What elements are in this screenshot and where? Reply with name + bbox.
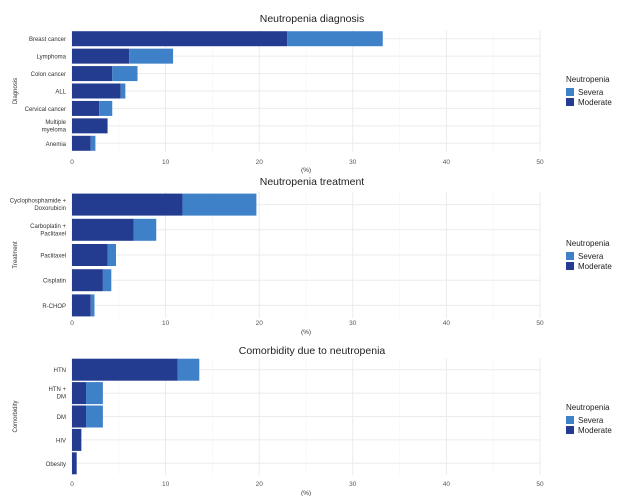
category-label: ALL [55,90,66,96]
legend-swatch-moderate [566,98,574,106]
legend-label-moderate: Moderate [578,262,612,271]
bar-moderate-0 [72,31,288,47]
bar-severa-0 [177,358,200,381]
bar-moderate-6 [72,135,91,151]
chart-title: Comorbidity due to neutropenia [239,345,386,357]
category-label: HIV [56,438,66,444]
bar-moderate-1 [72,218,134,241]
category-label: Multiple myeloma [42,120,67,134]
bar-moderate-0 [72,193,183,216]
category-label: HTN [54,368,66,374]
x-tick-label: 0 [70,320,74,327]
category-label: HTN + DM [48,387,66,401]
legend-title: Neutropenia [566,403,610,412]
bar-moderate-3 [72,428,82,451]
bar-severa-0 [287,31,383,47]
x-tick-label: 40 [443,320,451,327]
bar-moderate-4 [72,452,77,475]
bar-severa-3 [120,83,126,99]
x-tick-label: 0 [70,481,74,488]
category-label: Lymphoma [37,55,67,61]
bar-severa-1 [129,48,174,64]
bar-moderate-4 [72,294,91,317]
bar-severa-2 [107,244,116,266]
legend-title: Neutropenia [566,75,610,84]
bar-severa-4 [90,294,95,317]
x-tick-label: 50 [536,159,544,166]
x-tick-label: 0 [70,159,74,166]
category-label: Cyclophosphamide + Doxorubicin [10,199,67,213]
x-tick-label: 20 [256,481,264,488]
legend-swatch-severa [566,88,574,96]
bar-severa-3 [102,269,112,292]
legend-label-moderate: Moderate [578,98,612,107]
category-label: R-CHOP [42,304,66,310]
legend-label-severa: Severa [578,416,604,425]
bar-moderate-3 [72,269,103,292]
legend-swatch-severa [566,252,574,260]
bar-severa-0 [182,193,257,216]
category-label: Breast cancer [29,37,66,43]
category-label: Obesity [46,462,66,468]
x-axis-label: (%) [301,490,311,496]
x-tick-label: 30 [349,320,357,327]
category-label: Colon cancer [31,72,66,78]
bar-moderate-3 [72,83,121,99]
x-axis-label: (%) [301,329,311,336]
y-axis-label: Comorbidity [13,400,19,432]
category-label: DM [57,415,66,421]
x-tick-label: 50 [536,481,544,488]
x-tick-label: 50 [536,320,544,327]
bar-moderate-4 [72,100,100,116]
x-tick-label: 10 [162,481,170,488]
chart-title: Neutropenia diagnosis [260,13,365,25]
bar-severa-2 [112,66,138,82]
bar-moderate-1 [72,48,130,64]
legend-swatch-moderate [566,426,574,434]
category-label: Cervical cancer [25,107,66,113]
bar-moderate-5 [72,118,108,134]
legend-swatch-moderate [566,262,574,270]
category-label: Cisplatin [43,279,66,285]
legend-label-severa: Severa [578,252,604,261]
bar-moderate-0 [72,358,178,381]
y-axis-label: Treatment [13,241,19,268]
x-tick-label: 30 [349,481,357,488]
legend-swatch-severa [566,416,574,424]
x-tick-label: 10 [162,159,170,166]
x-axis-label: (%) [301,167,311,174]
legend-label-moderate: Moderate [578,426,612,435]
x-tick-label: 40 [443,159,451,166]
bar-severa-4 [99,100,113,116]
category-label: Anemia [46,142,67,148]
category-label: Carboplatin + Paclitaxel [30,224,66,238]
bar-moderate-2 [72,66,113,82]
y-axis-label: Diagnosis [13,78,19,104]
bar-moderate-2 [72,405,87,428]
bar-severa-1 [86,382,103,405]
category-label: Paclitaxel [40,254,66,260]
x-tick-label: 10 [162,320,170,327]
x-tick-label: 40 [443,481,451,488]
chart-title: Neutropenia treatment [260,176,365,188]
bar-severa-1 [133,218,157,241]
legend-label-severa: Severa [578,88,604,97]
x-tick-label: 20 [256,320,264,327]
x-tick-label: 20 [256,159,264,166]
bar-moderate-2 [72,244,108,266]
bar-moderate-1 [72,382,87,405]
bar-severa-6 [90,135,96,151]
bar-severa-2 [86,405,103,428]
x-tick-label: 30 [349,159,357,166]
legend-title: Neutropenia [566,239,610,248]
